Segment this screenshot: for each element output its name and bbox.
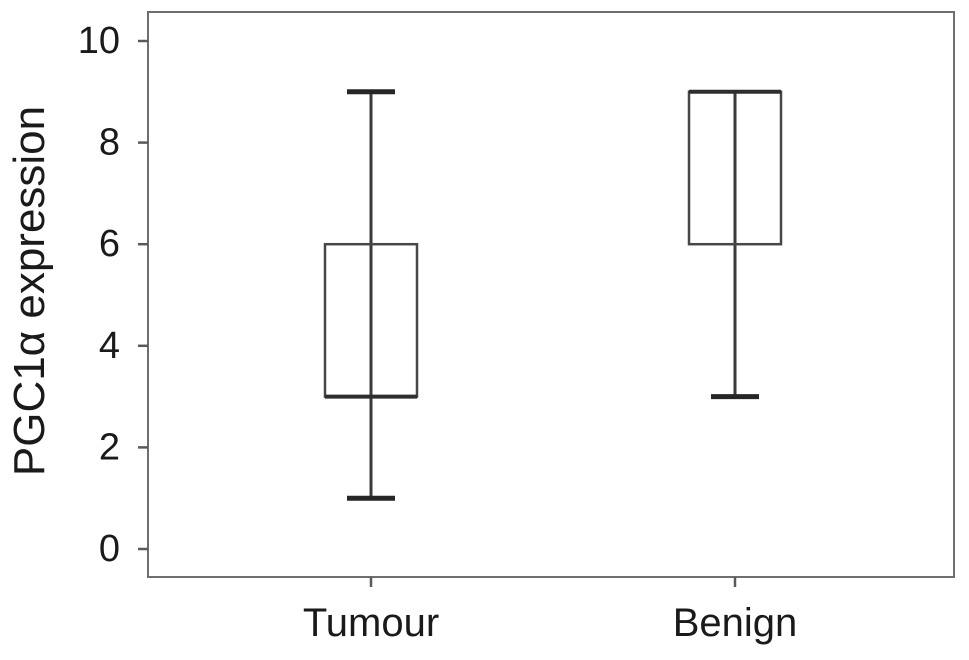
y-axis-tick-label: 10 bbox=[78, 20, 120, 62]
y-axis-tick-label: 0 bbox=[99, 528, 120, 570]
x-axis-category-label-benign: Benign bbox=[673, 601, 798, 645]
y-axis-tick-label: 6 bbox=[99, 223, 120, 265]
y-axis-tick-label: 4 bbox=[99, 325, 120, 367]
y-axis-tick-label: 2 bbox=[99, 426, 120, 468]
x-axis-category-label-tumour: Tumour bbox=[303, 601, 439, 645]
plot-frame bbox=[147, 11, 955, 578]
y-axis-tick-label: 8 bbox=[99, 122, 120, 164]
